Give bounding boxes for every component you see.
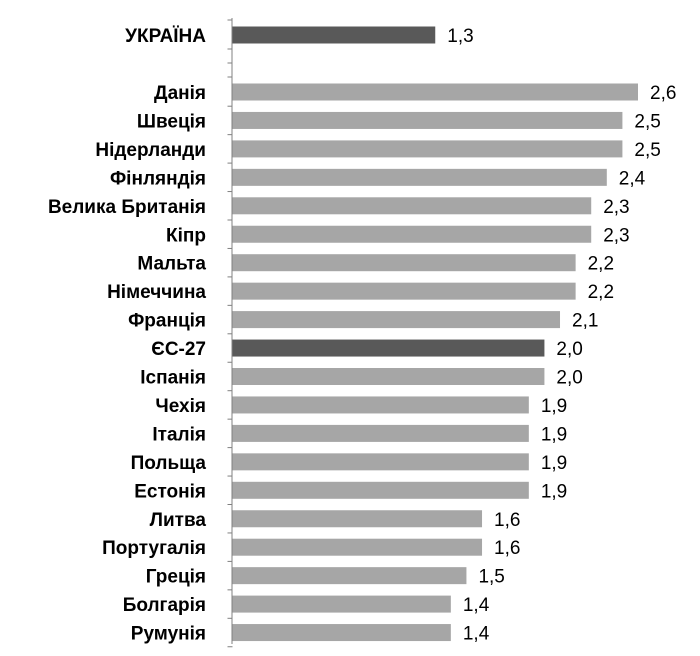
bar-нідерланди xyxy=(232,140,623,158)
value-label: 2,6 xyxy=(650,83,676,104)
bar-італія xyxy=(232,424,529,442)
bar-франція xyxy=(232,311,561,329)
category-label: Італія xyxy=(152,424,206,445)
category-label: Греція xyxy=(146,567,206,588)
value-label: 1,4 xyxy=(463,624,490,645)
bar-португалія xyxy=(232,538,483,556)
bar-греція xyxy=(232,567,467,585)
value-label: 2,2 xyxy=(588,254,614,275)
category-label: Литва xyxy=(150,510,207,531)
category-label: Франція xyxy=(128,311,206,332)
value-label: 2,3 xyxy=(603,197,629,218)
category-label: Чехія xyxy=(155,396,206,417)
value-label: 1,9 xyxy=(541,481,567,502)
bar-швеція xyxy=(232,111,623,129)
bar-литва xyxy=(232,510,483,528)
bar-велика-британія xyxy=(232,197,592,215)
value-label: 1,5 xyxy=(478,567,504,588)
category-label: УКРАЇНА xyxy=(125,26,206,47)
category-label: Кіпр xyxy=(166,225,206,246)
bar-кіпр xyxy=(232,225,592,243)
category-label: Румунія xyxy=(131,624,206,645)
value-label: 1,6 xyxy=(494,538,520,559)
value-label: 2,1 xyxy=(572,311,598,332)
bar-єс-27 xyxy=(232,339,545,357)
bar-польща xyxy=(232,453,529,471)
value-label: 2,5 xyxy=(634,140,660,161)
category-label: Португалія xyxy=(102,538,206,559)
category-label: Велика Британія xyxy=(48,197,206,218)
value-label: 2,0 xyxy=(556,368,582,389)
category-label: Мальта xyxy=(137,254,206,275)
category-label: ЄС-27 xyxy=(151,339,206,360)
value-label: 2,2 xyxy=(588,282,614,303)
category-labels: УКРАЇНА Данія Швеція Нідерланди Фінляндія Вел… xyxy=(48,26,206,645)
bars xyxy=(232,26,638,642)
bar-іспанія xyxy=(232,368,545,385)
category-label: Данія xyxy=(154,83,206,104)
value-label: 1,9 xyxy=(541,453,567,474)
value-label: 2,3 xyxy=(603,225,629,246)
category-label: Іспанія xyxy=(140,368,206,389)
value-label: 2,4 xyxy=(619,168,646,189)
value-label: 1,6 xyxy=(494,510,520,531)
value-label: 1,9 xyxy=(541,424,567,445)
bar-німеччина xyxy=(232,282,576,300)
category-label: Німеччина xyxy=(107,282,206,303)
bar-україна xyxy=(232,26,436,44)
bar-мальта xyxy=(232,254,576,272)
category-label: Нідерланди xyxy=(95,140,206,161)
category-label: Болгарія xyxy=(123,595,206,616)
bar-болгарія xyxy=(232,595,451,613)
value-label: 2,0 xyxy=(556,339,582,360)
bar-естонія xyxy=(232,481,529,499)
category-label: Естонія xyxy=(134,481,206,502)
bar-румунія xyxy=(232,624,451,642)
bar-фінляндія xyxy=(232,168,607,186)
value-label: 1,3 xyxy=(447,26,473,47)
category-label: Фінляндія xyxy=(110,168,206,189)
category-label: Польща xyxy=(131,453,207,474)
bar-чехія xyxy=(232,396,529,414)
value-label: 1,9 xyxy=(541,396,567,417)
value-label: 2,5 xyxy=(634,111,660,132)
category-label: Швеція xyxy=(137,111,206,132)
value-labels: 1,3 2,6 2,5 2,5 2,4 2,3 2,3 2,2 2,2 2,1 2,0 2,0 1,9 1… xyxy=(447,26,676,645)
axis-ticks xyxy=(227,19,233,648)
bar-данія xyxy=(232,83,638,101)
value-label: 1,4 xyxy=(463,595,490,616)
